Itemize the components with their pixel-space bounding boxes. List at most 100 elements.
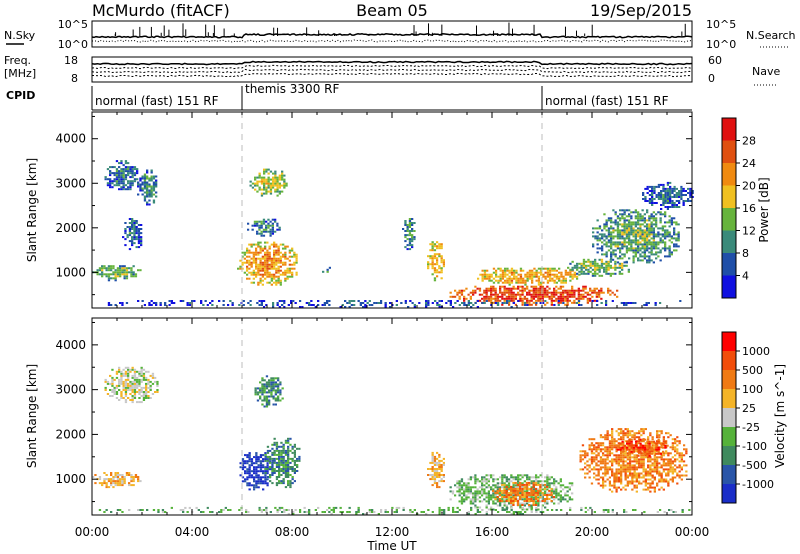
data-cell xyxy=(98,478,102,481)
data-cell xyxy=(652,237,655,240)
data-cell xyxy=(478,287,482,290)
data-cell xyxy=(127,186,130,189)
data-cell xyxy=(668,225,671,228)
data-cell xyxy=(125,474,129,476)
data-cell xyxy=(255,466,258,469)
data-cell xyxy=(670,251,673,254)
data-cell xyxy=(128,222,132,224)
data-cell xyxy=(641,243,644,246)
data-cell xyxy=(261,403,264,406)
data-cell xyxy=(535,502,538,505)
data-cell xyxy=(619,442,622,445)
data-cell xyxy=(510,299,513,302)
data-cell xyxy=(490,293,493,296)
data-cell xyxy=(129,172,132,175)
data-cell xyxy=(138,401,141,404)
data-cell xyxy=(483,492,486,495)
data-cell xyxy=(465,484,468,487)
data-cell xyxy=(590,460,594,463)
data-cell xyxy=(287,304,290,306)
data-cell xyxy=(589,287,592,290)
data-cell xyxy=(256,224,259,227)
data-cell xyxy=(277,389,280,392)
data-cell xyxy=(478,492,482,495)
data-cell xyxy=(112,267,115,270)
data-cell xyxy=(467,482,470,485)
data-cell xyxy=(280,457,283,460)
data-cell xyxy=(431,459,434,462)
data-cell xyxy=(257,241,260,244)
data-cell xyxy=(460,478,464,481)
data-cell xyxy=(680,474,683,477)
data-cell xyxy=(567,266,570,269)
data-cell xyxy=(626,480,629,483)
data-cell xyxy=(617,456,620,459)
data-cell xyxy=(109,178,112,181)
data-cell xyxy=(458,488,461,491)
data-cell xyxy=(120,182,123,185)
data-cell xyxy=(133,166,137,169)
data-cell xyxy=(613,478,616,481)
data-cell xyxy=(431,451,434,454)
data-cell xyxy=(498,500,501,502)
data-cell xyxy=(433,482,437,485)
data-cell xyxy=(620,472,623,475)
data-cell xyxy=(248,464,251,467)
data-cell xyxy=(156,384,159,387)
data-cell xyxy=(478,486,482,489)
noise-panel-frame xyxy=(91,20,693,48)
data-cell xyxy=(659,211,662,214)
data-cell xyxy=(487,484,490,487)
data-cell xyxy=(508,295,511,298)
data-cell xyxy=(535,302,538,304)
data-cell xyxy=(487,508,490,511)
data-cell xyxy=(665,442,668,445)
data-cell xyxy=(279,259,282,262)
data-cell xyxy=(631,448,634,451)
data-cell xyxy=(286,275,289,278)
data-cell xyxy=(248,460,251,463)
data-cell xyxy=(146,193,149,196)
data-cell xyxy=(492,496,495,499)
data-cell xyxy=(639,249,642,252)
data-cell xyxy=(531,273,534,276)
data-cell xyxy=(436,259,439,262)
data-cell xyxy=(646,185,649,188)
data-cell xyxy=(252,271,255,274)
data-cell xyxy=(519,494,522,496)
data-cell xyxy=(580,272,583,275)
data-cell xyxy=(284,279,287,282)
data-cell xyxy=(640,462,643,465)
data-cell xyxy=(485,506,488,509)
data-cell xyxy=(492,488,495,491)
data-cell xyxy=(298,447,301,450)
data-cell xyxy=(658,474,661,477)
data-cell xyxy=(350,304,353,306)
data-cell xyxy=(603,213,606,216)
data-cell xyxy=(629,460,632,463)
data-cell xyxy=(684,190,687,192)
data-cell xyxy=(248,271,251,274)
data-cell xyxy=(110,265,113,268)
data-cell xyxy=(630,450,633,453)
data-cell xyxy=(268,255,271,258)
data-cell xyxy=(655,251,658,254)
data-cell xyxy=(124,228,127,230)
data-cell xyxy=(601,237,604,240)
data-cell xyxy=(513,269,516,272)
data-cell xyxy=(531,281,534,284)
data-cell xyxy=(241,480,245,483)
data-cell xyxy=(120,176,123,179)
data-cell xyxy=(641,231,644,234)
data-cell xyxy=(618,264,621,267)
data-cell xyxy=(408,238,412,241)
data-cell xyxy=(290,302,293,304)
data-cell xyxy=(114,484,117,487)
data-cell xyxy=(131,386,134,389)
data-cell xyxy=(647,486,650,489)
data-cell xyxy=(501,491,504,494)
data-cell xyxy=(577,301,580,304)
data-cell xyxy=(265,186,268,189)
data-cell xyxy=(593,452,596,455)
data-cell xyxy=(137,232,141,235)
